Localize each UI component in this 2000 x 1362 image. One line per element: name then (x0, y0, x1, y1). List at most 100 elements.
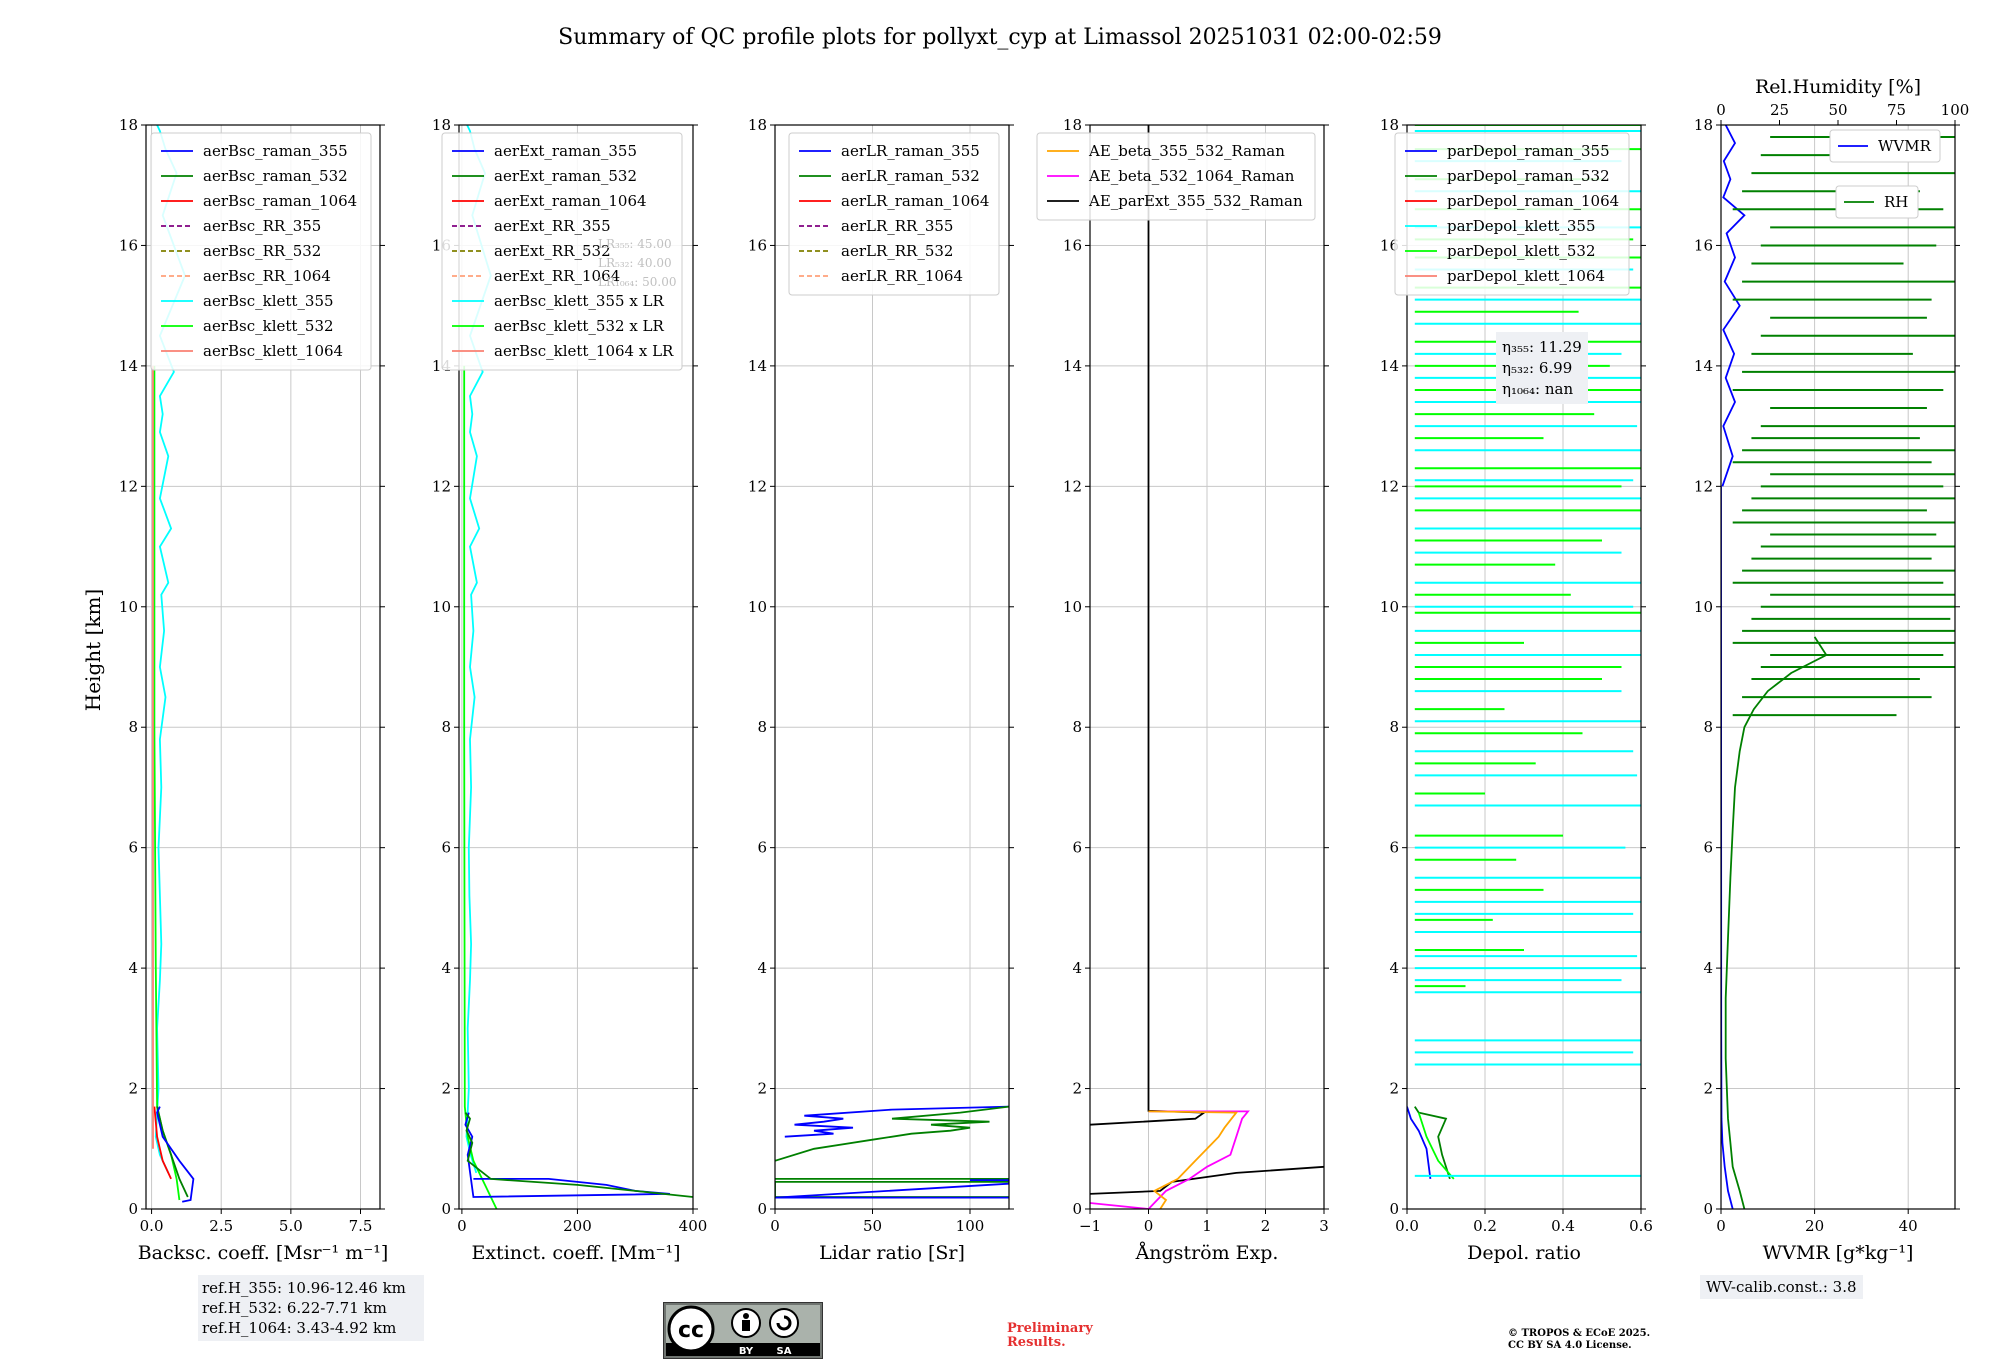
cc-license-badge: cc BY SA (663, 1302, 823, 1359)
y-tick-label: 12 (1694, 477, 1713, 495)
axes-frame (1089, 124, 1325, 1210)
ref-height-box: ref.H_355: 10.96-12.46 km ref.H_532: 6.2… (198, 1275, 424, 1341)
x-tick-label: 0 (457, 1217, 467, 1235)
x-tick-label: 7.5 (349, 1217, 373, 1235)
y-axis-label: Height [km] (81, 589, 105, 711)
legend-label: aerBsc_klett_1064 (203, 342, 343, 360)
svg-text:cc: cc (678, 1318, 704, 1343)
legend-label: aerBsc_RR_355 (203, 217, 321, 235)
y-tick-label: 10 (748, 598, 767, 616)
y-tick-label: 10 (1380, 598, 1399, 616)
y-tick-label: 18 (119, 116, 138, 134)
x-tick-label: 0.0 (1395, 1217, 1419, 1235)
x-tick-label: 20 (1805, 1217, 1824, 1235)
legend-frame (441, 132, 683, 371)
x-tick-label: 400 (679, 1217, 708, 1235)
x-tick-label: 0.0 (140, 1217, 164, 1235)
cc-sa-label: SA (777, 1346, 792, 1357)
x2-tick-label: 100 (1941, 101, 1970, 119)
legend-backscatter: aerBsc_raman_355 aerBsc_raman_532 aerBsc_r… (150, 132, 372, 371)
x-axis-label: Backsc. coeff. [Msr⁻¹ m⁻¹] (138, 1242, 389, 1264)
x-axis-label: WVMR [g*kg⁻¹] (1763, 1242, 1914, 1264)
y-tick-label: 16 (119, 236, 138, 254)
y-tick-label: 0 (441, 1200, 451, 1218)
cc-by-label: BY (739, 1346, 754, 1357)
ref-height-532: ref.H_532: 6.22-7.71 km (202, 1299, 387, 1317)
legend-label: parDepol_klett_532 (1447, 242, 1596, 260)
y-tick-label: 16 (1063, 236, 1082, 254)
legend-label: aerBsc_RR_532 (203, 242, 321, 260)
panel-depol: 0 2 4 6 8 10 12 14 16 18 0.0 0.2 0.4 0.6 Depol. ratio p… (1380, 116, 1653, 1264)
x-tick-label: 3 (1319, 1217, 1329, 1235)
y-tick-label: 2 (1703, 1080, 1713, 1098)
legend-label: WVMR (1878, 137, 1932, 155)
legend-angstrom: AE_beta_355_532_Raman AE_beta_532_1064_Ra… (1036, 132, 1316, 221)
y-tick-label: 0 (128, 1200, 138, 1218)
y-tick-label: 10 (1694, 598, 1713, 616)
y-tick-label: 6 (757, 839, 767, 857)
y-tick-label: 4 (1703, 959, 1713, 977)
legend-label: parDepol_raman_1064 (1447, 192, 1619, 210)
legend-depol: parDepol_raman_355 parDepol_raman_532 parD… (1394, 132, 1630, 296)
y-tick-label: 6 (441, 839, 451, 857)
preliminary-line-1: Preliminary (1007, 1321, 1093, 1336)
x-tick-label: 0 (1144, 1217, 1154, 1235)
legend-label: parDepol_raman_355 (1447, 142, 1610, 160)
legend-label: aerExt_RR_532 (494, 242, 611, 260)
legend-label: aerBsc_klett_1064 x LR (494, 342, 674, 360)
legend-label: aerLR_RR_355 (841, 217, 953, 235)
y-tick-label: 14 (119, 357, 138, 375)
x-tick-label: −1 (1079, 1217, 1101, 1235)
y-tick-label: 18 (1694, 116, 1713, 134)
y-tick-label: 16 (1694, 236, 1713, 254)
series-line-aerBsc_klett_532 x LR (463, 365, 498, 1209)
legend-extinction: aerExt_raman_355 aerExt_raman_532 aerExt_r… (441, 132, 683, 371)
y-tick-label: 12 (1063, 477, 1082, 495)
y-tick-label: 12 (1380, 477, 1399, 495)
series-line-RH (1724, 636, 1828, 1209)
series-line-aerExt_raman_532 (464, 1112, 693, 1198)
legend-label: aerBsc_klett_355 x LR (494, 292, 665, 310)
legend-label: aerExt_RR_355 (494, 217, 611, 235)
series-line-AE_beta_532_1064_Raman (1090, 1110, 1250, 1209)
series-line-aerLR_raman_532_low (775, 1178, 1009, 1198)
y-tick-label: 6 (1703, 839, 1713, 857)
lr-annotation: LR₁₀₆₄: 50.00 (598, 275, 676, 289)
y-tick-label: 8 (1389, 718, 1399, 736)
legend-label: aerBsc_klett_532 x LR (494, 317, 665, 335)
x-axis-label: Extinct. coeff. [Mm⁻¹] (471, 1242, 680, 1264)
copyright-note: © TROPOS & ECoE 2025. CC BY SA 4.0 Licen… (1508, 1328, 1650, 1352)
y-tick-label: 12 (432, 477, 451, 495)
series-line-WVMR_upper (1721, 125, 1746, 487)
legend-label: aerLR_RR_532 (841, 242, 953, 260)
x-tick-label: 0.2 (1473, 1217, 1497, 1235)
legend-label: aerLR_RR_1064 (841, 267, 963, 285)
y-tick-label: 4 (757, 959, 767, 977)
lr-annotation: LR₅₃₂: 40.00 (598, 256, 672, 270)
legend-label: AE_beta_355_532_Raman (1088, 142, 1285, 160)
y-tick-label: 18 (1063, 116, 1082, 134)
y-tick-label: 8 (757, 718, 767, 736)
y-tick-label: 14 (1694, 357, 1713, 375)
x-axis-label: Lidar ratio [Sr] (819, 1242, 965, 1264)
y-tick-label: 6 (128, 839, 138, 857)
y-tick-label: 12 (748, 477, 767, 495)
x2-tick-label: 50 (1828, 101, 1847, 119)
x-axis-label: Depol. ratio (1467, 1242, 1581, 1264)
legend-label: aerLR_raman_532 (841, 167, 980, 185)
series-line-aerBsc_raman_1064 (153, 1106, 172, 1180)
y-tick-label: 14 (748, 357, 767, 375)
preliminary-line-2: Results. (1007, 1335, 1066, 1350)
eta-annotation: η₅₃₂: 6.99 (1502, 359, 1572, 377)
legend-label: aerLR_raman_355 (841, 142, 980, 160)
x2-tick-label: 0 (1716, 101, 1726, 119)
legend-label: aerBsc_RR_1064 (203, 267, 331, 285)
legend-label: parDepol_raman_532 (1447, 167, 1610, 185)
series-line-parDepol_klett_355 (1417, 1112, 1455, 1180)
series-line-parDepol_raman_532 (1414, 1106, 1451, 1180)
x-tick-label: 40 (1899, 1217, 1918, 1235)
